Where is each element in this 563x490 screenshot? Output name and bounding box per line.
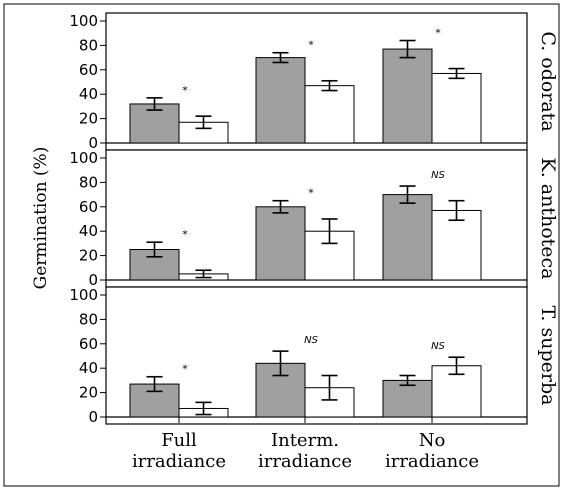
y-tick-label: 40 bbox=[79, 359, 98, 377]
y-tick-label: 0 bbox=[88, 408, 98, 426]
significance-label: * bbox=[308, 39, 314, 52]
y-tick-label: 60 bbox=[79, 61, 98, 79]
species-label: T. superba bbox=[537, 306, 559, 406]
bar bbox=[255, 57, 306, 144]
y-tick-label: 80 bbox=[79, 173, 98, 191]
y-tick-label: 20 bbox=[79, 110, 98, 128]
y-tick-label: 100 bbox=[69, 12, 98, 30]
bar bbox=[382, 194, 433, 281]
significance-label: NS bbox=[304, 335, 318, 346]
significance-label: NS bbox=[431, 170, 445, 181]
x-category-label: Full bbox=[161, 430, 197, 451]
x-category-label: irradiance bbox=[258, 451, 352, 472]
y-tick-label: 20 bbox=[79, 384, 98, 402]
panel-1: 0 20 40 60 80 100 * * * C. odorata bbox=[69, 12, 559, 152]
y-tick-label: 80 bbox=[79, 36, 98, 54]
y-tick-label: 40 bbox=[79, 85, 98, 103]
y-tick-label: 20 bbox=[79, 247, 98, 265]
y-tick-label: 60 bbox=[79, 198, 98, 216]
y-axis-label: Germination (%) bbox=[31, 147, 51, 290]
significance-label: * bbox=[435, 27, 441, 40]
x-axis-category-labels: FullirradianceInterm.irradianceNoirradia… bbox=[132, 417, 479, 472]
y-tick-label: 100 bbox=[69, 286, 98, 304]
panels: 0 20 40 60 80 100 * * * C. odorata 0 20 40 60 80 100 * * N… bbox=[69, 12, 559, 426]
significance-label: NS bbox=[431, 341, 445, 352]
bar bbox=[382, 48, 433, 144]
panel-3: 0 20 40 60 80 100 * NS NS T. superba bbox=[69, 286, 559, 426]
significance-label: * bbox=[182, 363, 188, 376]
significance-label: * bbox=[182, 228, 188, 241]
bar bbox=[382, 379, 433, 418]
y-tick-label: 0 bbox=[88, 271, 98, 289]
bar bbox=[255, 206, 306, 281]
bar bbox=[431, 209, 482, 281]
x-category-label: No bbox=[419, 430, 446, 451]
x-category-label: Interm. bbox=[271, 430, 339, 451]
y-tick-label: 60 bbox=[79, 335, 98, 353]
y-tick-label: 0 bbox=[88, 134, 98, 152]
y-tick-label: 100 bbox=[69, 149, 98, 167]
significance-label: * bbox=[182, 84, 188, 97]
bar bbox=[304, 85, 355, 144]
bar bbox=[431, 72, 482, 144]
bar bbox=[129, 103, 180, 144]
x-category-label: irradiance bbox=[385, 451, 479, 472]
species-label: C. odorata bbox=[537, 31, 559, 131]
bar bbox=[255, 362, 306, 418]
panel-2: 0 20 40 60 80 100 * * NS K. anthoteca bbox=[69, 149, 559, 289]
significance-label: * bbox=[308, 187, 314, 200]
y-tick-label: 80 bbox=[79, 310, 98, 328]
x-category-label: irradiance bbox=[132, 451, 226, 472]
y-tick-label: 40 bbox=[79, 222, 98, 240]
species-label: K. anthoteca bbox=[537, 158, 559, 280]
